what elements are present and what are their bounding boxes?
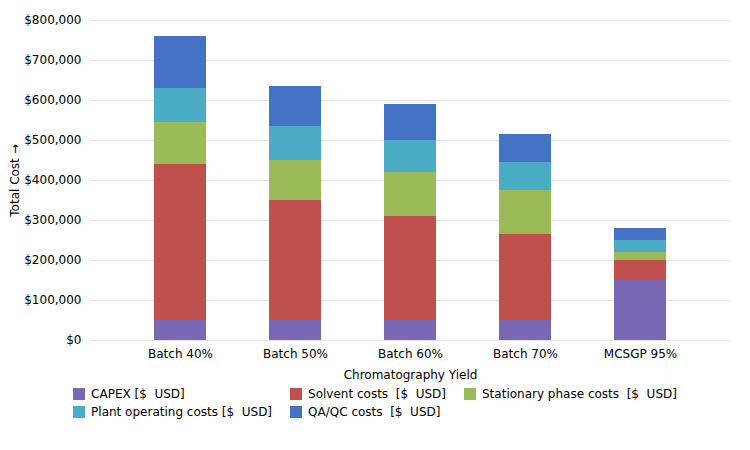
svg-text:$700,000: $700,000 xyxy=(24,53,81,67)
svg-text:$200,000: $200,000 xyxy=(24,253,81,267)
svg-text:$500,000: $500,000 xyxy=(24,133,81,147)
svg-text:MCSGP 95%: MCSGP 95% xyxy=(604,347,677,361)
svg-text:$400,000: $400,000 xyxy=(24,173,81,187)
svg-text:Batch 70%: Batch 70% xyxy=(493,347,558,361)
html-text:QA/QC costs [$ USD]: QA/QC costs [$ USD] xyxy=(308,405,441,419)
html-text:Solvent costs [$ USD]: Solvent costs [$ USD] xyxy=(308,387,446,401)
svg-text:Chromatography Yield: Chromatography Yield xyxy=(344,368,478,382)
svg-text:$600,000: $600,000 xyxy=(24,93,81,107)
svg-text:Batch 60%: Batch 60% xyxy=(378,347,443,361)
html-text:Stationary phase costs [$ USD]: Stationary phase costs [$ USD] xyxy=(482,387,677,401)
html-text:CAPEX [$ USD]: CAPEX [$ USD] xyxy=(91,387,185,401)
svg-text:$300,000: $300,000 xyxy=(24,213,81,227)
svg-text:Batch 50%: Batch 50% xyxy=(263,347,328,361)
svg-text:$0: $0 xyxy=(66,333,81,347)
html-text:Plant operating costs [$ USD]: Plant operating costs [$ USD] xyxy=(91,405,272,419)
svg-text:$800,000: $800,000 xyxy=(24,13,81,27)
svg-text:Total Cost →: Total Cost → xyxy=(8,144,22,217)
svg-text:$100,000: $100,000 xyxy=(24,293,81,307)
svg-text:Batch 40%: Batch 40% xyxy=(148,347,213,361)
